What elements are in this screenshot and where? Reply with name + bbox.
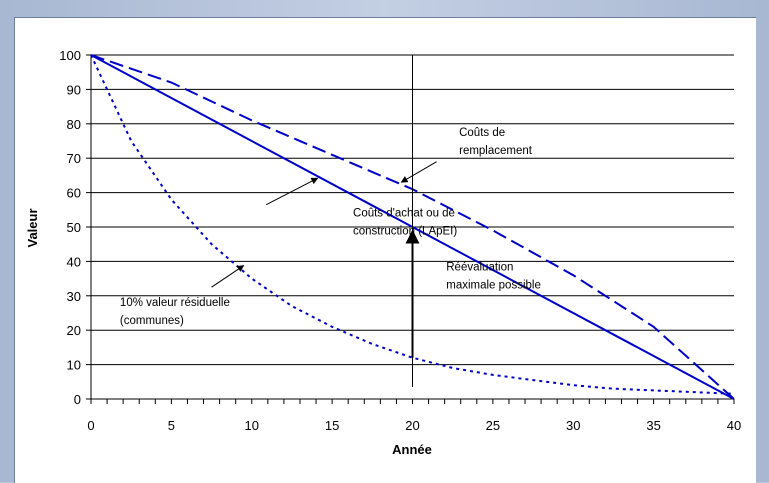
x-tick-label: 20 bbox=[405, 418, 419, 433]
y-tick-label: 70 bbox=[67, 151, 81, 166]
axes bbox=[86, 54, 735, 404]
annotations: Coûts de remplacement Coûts d'achat ou de c… bbox=[120, 55, 541, 387]
y-tick-label: 100 bbox=[59, 48, 81, 63]
annotation-reevaluation-line: maximale possible bbox=[446, 279, 541, 291]
y-tick-label: 80 bbox=[67, 117, 81, 132]
annotation-reevaluation-line: Réévaluation bbox=[446, 261, 513, 273]
annotation-residuelle-line: (communes) bbox=[120, 315, 184, 327]
annotation-remplacement-line: remplacement bbox=[459, 145, 533, 157]
y-tick-label: 10 bbox=[67, 358, 81, 373]
x-tick-label: 5 bbox=[168, 418, 175, 433]
y-tick-label: 50 bbox=[67, 220, 81, 235]
x-tick-label: 10 bbox=[245, 418, 259, 433]
y-tick-label: 40 bbox=[67, 254, 81, 269]
series-line-dotted bbox=[90, 54, 735, 395]
annotation-arrow-residuelle bbox=[211, 265, 245, 288]
y-axis-label: Valeur bbox=[25, 208, 40, 247]
annotation-achat-line: Coûts d'achat ou de bbox=[353, 208, 455, 220]
annotation-achat-line: construction (LApEI) bbox=[353, 226, 457, 238]
annotation-remplacement-line: Coûts de bbox=[459, 127, 505, 139]
chart-panel: 0 10 20 30 40 50 60 70 80 90 100 0 5 10 15 20 25 30 35 40 … bbox=[14, 17, 756, 483]
annotation-arrow-achat bbox=[265, 177, 319, 206]
y-tick-labels: 0 10 20 30 40 50 60 70 80 90 100 bbox=[59, 48, 81, 407]
annotation-arrow-remplacement bbox=[400, 161, 437, 183]
x-tick-label: 35 bbox=[646, 418, 660, 433]
x-tick-labels: 0 5 10 15 20 25 30 35 40 bbox=[87, 418, 741, 433]
y-tick-label: 20 bbox=[67, 323, 81, 338]
x-tick-label: 30 bbox=[566, 418, 580, 433]
x-tick-label: 40 bbox=[727, 418, 741, 433]
y-tick-label: 30 bbox=[67, 289, 81, 304]
annotation-residuelle-line: 10% valeur résiduelle bbox=[120, 297, 230, 309]
x-axis-label: Année bbox=[392, 442, 432, 457]
x-tick-label: 25 bbox=[486, 418, 500, 433]
y-tick-label: 0 bbox=[74, 392, 81, 407]
y-tick-label: 90 bbox=[67, 82, 81, 97]
x-tick-label: 15 bbox=[325, 418, 339, 433]
y-tick-label: 60 bbox=[67, 186, 81, 201]
x-tick-label: 0 bbox=[87, 418, 94, 433]
